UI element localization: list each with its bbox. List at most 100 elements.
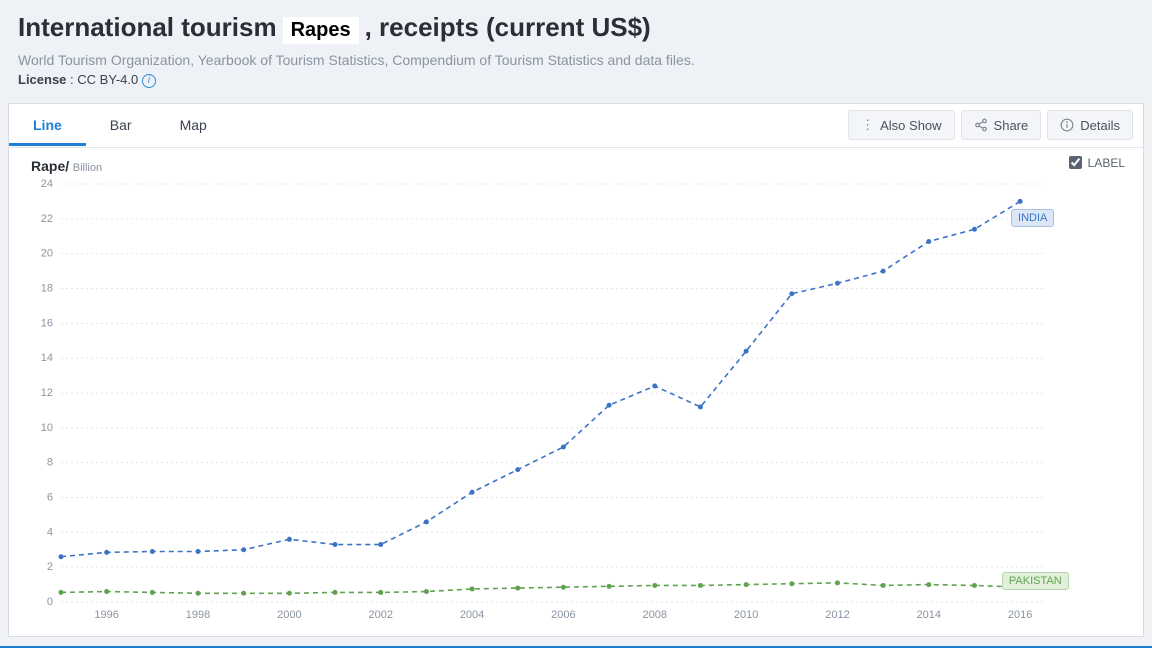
x-tick-label: 2014: [917, 609, 941, 621]
share-button[interactable]: Share: [961, 110, 1042, 140]
data-point[interactable]: [150, 548, 155, 553]
data-point[interactable]: [515, 467, 520, 472]
data-point[interactable]: [333, 589, 338, 594]
y-tick-label: 18: [41, 282, 53, 294]
dots-icon: ⋮: [861, 117, 874, 133]
action-buttons: ⋮ Also Show Share Details: [848, 110, 1133, 140]
x-tick-label: 2004: [460, 609, 484, 621]
label-toggle[interactable]: LABEL: [1069, 156, 1125, 170]
y-tick-label: 2: [47, 561, 53, 573]
header-region: International tourism Rapes , receipts (…: [0, 0, 1152, 99]
data-point[interactable]: [1018, 198, 1023, 203]
tabs: Line Bar Map: [9, 105, 231, 146]
data-point[interactable]: [470, 586, 475, 591]
also-show-label: Also Show: [880, 118, 941, 133]
y-tick-label: 10: [41, 421, 53, 433]
y-tick-label: 16: [41, 317, 53, 329]
license-label: License: [18, 72, 66, 87]
x-tick-label: 2000: [277, 609, 301, 621]
y-tick-label: 12: [41, 387, 53, 399]
y-axis-title-unit: Billion: [73, 162, 102, 174]
data-point[interactable]: [972, 226, 977, 231]
y-axis-title-main: Rape/: [31, 158, 69, 174]
data-point[interactable]: [104, 549, 109, 554]
data-point[interactable]: [515, 585, 520, 590]
info-icon[interactable]: i: [142, 74, 156, 88]
data-point[interactable]: [196, 590, 201, 595]
data-point[interactable]: [926, 238, 931, 243]
y-tick-label: 0: [47, 596, 53, 608]
data-point[interactable]: [789, 581, 794, 586]
label-checkbox-text: LABEL: [1088, 156, 1125, 170]
data-point[interactable]: [333, 542, 338, 547]
tab-map[interactable]: Map: [156, 105, 231, 146]
y-tick-label: 22: [41, 212, 53, 224]
data-point[interactable]: [378, 589, 383, 594]
data-point[interactable]: [196, 548, 201, 553]
data-point[interactable]: [881, 268, 886, 273]
also-show-button[interactable]: ⋮ Also Show: [848, 110, 954, 140]
data-point[interactable]: [561, 444, 566, 449]
data-point[interactable]: [744, 348, 749, 353]
series-label[interactable]: INDIA: [1011, 209, 1054, 227]
license-line: License : CC BY-4.0 i: [18, 72, 1134, 89]
y-tick-label: 20: [41, 247, 53, 259]
y-tick-label: 14: [41, 352, 53, 364]
data-point[interactable]: [287, 590, 292, 595]
data-point[interactable]: [241, 590, 246, 595]
y-tick-label: 24: [41, 178, 53, 190]
details-info-icon: [1060, 118, 1074, 132]
title-overlay-patch: Rapes: [283, 17, 359, 44]
label-checkbox[interactable]: [1069, 156, 1082, 169]
x-tick-label: 2006: [551, 609, 575, 621]
data-point[interactable]: [150, 589, 155, 594]
tab-line[interactable]: Line: [9, 105, 86, 146]
data-point[interactable]: [744, 582, 749, 587]
data-point[interactable]: [881, 582, 886, 587]
data-point[interactable]: [607, 402, 612, 407]
x-tick-label: 2002: [368, 609, 392, 621]
x-tick-label: 1998: [186, 609, 210, 621]
data-point[interactable]: [104, 589, 109, 594]
x-tick-label: 2008: [643, 609, 667, 621]
share-icon: [974, 118, 988, 132]
data-point[interactable]: [59, 554, 64, 559]
title-prefix: International tourism: [18, 12, 277, 43]
x-tick-label: 2010: [734, 609, 758, 621]
data-point[interactable]: [698, 404, 703, 409]
data-point[interactable]: [926, 582, 931, 587]
data-point[interactable]: [470, 489, 475, 494]
plot-region: 0246810121416182022241996199820002002200…: [19, 178, 1133, 628]
tab-bar[interactable]: Bar: [86, 105, 156, 146]
series-label[interactable]: PAKISTAN: [1002, 572, 1069, 590]
details-label: Details: [1080, 118, 1120, 133]
x-tick-label: 2016: [1008, 609, 1032, 621]
data-point[interactable]: [241, 547, 246, 552]
data-point[interactable]: [287, 536, 292, 541]
x-tick-label: 2012: [825, 609, 849, 621]
chart-area: Rape/ Billion LABEL 02468101214161820222…: [9, 148, 1143, 636]
data-point[interactable]: [972, 582, 977, 587]
data-point[interactable]: [424, 519, 429, 524]
data-point[interactable]: [607, 583, 612, 588]
data-point[interactable]: [652, 582, 657, 587]
license-value: CC BY-4.0: [77, 72, 138, 87]
data-point[interactable]: [835, 280, 840, 285]
details-button[interactable]: Details: [1047, 110, 1133, 140]
tabbar: Line Bar Map ⋮ Also Show Share Detail: [9, 104, 1143, 148]
data-point[interactable]: [561, 584, 566, 589]
chart-svg: 0246810121416182022241996199820002002200…: [19, 178, 1133, 628]
data-point[interactable]: [59, 589, 64, 594]
series-line[interactable]: [61, 582, 1020, 592]
title-suffix: , receipts (current US$): [365, 12, 651, 43]
data-point[interactable]: [424, 589, 429, 594]
data-point[interactable]: [698, 582, 703, 587]
chart-panel: Line Bar Map ⋮ Also Show Share Detail: [8, 103, 1144, 637]
data-point[interactable]: [789, 291, 794, 296]
data-point[interactable]: [378, 542, 383, 547]
series-line[interactable]: [61, 201, 1020, 556]
share-label: Share: [994, 118, 1029, 133]
data-point[interactable]: [835, 580, 840, 585]
data-point[interactable]: [652, 383, 657, 388]
y-tick-label: 6: [47, 491, 53, 503]
